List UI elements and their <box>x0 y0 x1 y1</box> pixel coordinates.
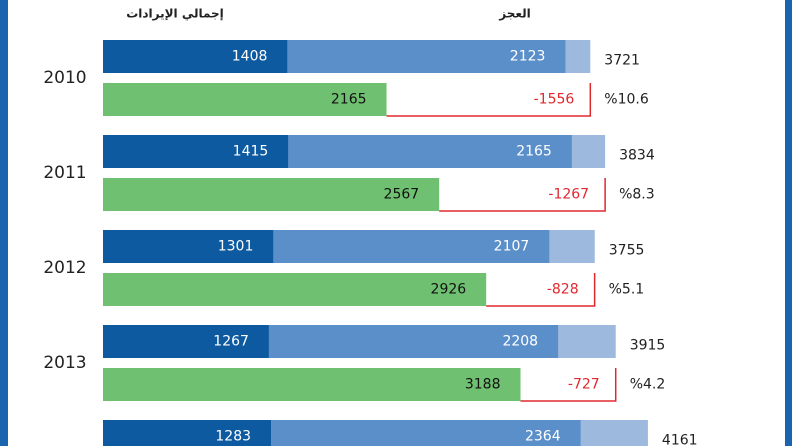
expenditure-segment <box>268 325 559 358</box>
revenue-label: 2165 <box>331 92 367 108</box>
deficit-box <box>439 178 606 212</box>
header: إجمالي الإيرادات <box>126 7 224 21</box>
revenue-label: 2926 <box>431 282 467 298</box>
segment-label: 1267 <box>213 334 249 350</box>
segment-label: 1283 <box>215 429 251 445</box>
deficit-box <box>486 273 596 307</box>
revenue-bar <box>103 178 440 211</box>
expenditure-segment <box>103 230 274 263</box>
total-label: 3721 <box>604 53 640 69</box>
total-label: 4161 <box>662 433 698 446</box>
frame-right <box>785 0 792 446</box>
expenditure-segment <box>103 135 289 168</box>
year-label: 2010 <box>43 68 86 88</box>
deficit-pct-label: %8.3 <box>619 187 655 203</box>
expenditure-segment <box>103 325 269 358</box>
deficit-pct-label: %5.1 <box>609 282 645 298</box>
expenditure-segment <box>271 420 581 446</box>
deficit-pct-label: %4.2 <box>630 377 666 393</box>
revenue-label: 2567 <box>384 187 420 203</box>
segment-label: 2165 <box>516 144 552 160</box>
segment-label: 2364 <box>525 429 561 445</box>
deficit-pct-label: %10.6 <box>604 92 649 108</box>
year-label: 2013 <box>43 353 86 373</box>
header: العجز <box>498 7 531 21</box>
revenue-label: 3188 <box>465 377 501 393</box>
expenditure-segment <box>287 40 566 73</box>
total-label: 3915 <box>630 338 666 354</box>
deficit-label: -1556 <box>534 92 575 108</box>
deficit-box <box>520 368 617 402</box>
segment-label: 2123 <box>510 49 546 65</box>
segment-label: 1415 <box>233 144 269 160</box>
total-label: 3834 <box>619 148 655 164</box>
revenue-bar <box>103 83 387 116</box>
year-label: 2012 <box>43 258 86 278</box>
segment-label: 2208 <box>502 334 538 350</box>
segment-label: 2107 <box>494 239 530 255</box>
expenditure-segment <box>103 40 288 73</box>
year-label: 2011 <box>43 163 86 183</box>
expenditure-segment <box>288 135 572 168</box>
deficit-label: -1267 <box>548 187 589 203</box>
frame-left <box>0 0 8 446</box>
segment-label: 1301 <box>218 239 254 255</box>
deficit-label: -727 <box>568 377 600 393</box>
expenditure-segment <box>103 420 272 446</box>
total-label: 3755 <box>609 243 645 259</box>
deficit-label: -828 <box>547 282 579 298</box>
deficit-box <box>386 83 592 117</box>
revenue-bar <box>103 273 487 306</box>
segment-label: 1408 <box>232 49 268 65</box>
expenditure-segment <box>273 230 550 263</box>
revenue-bar <box>103 368 521 401</box>
